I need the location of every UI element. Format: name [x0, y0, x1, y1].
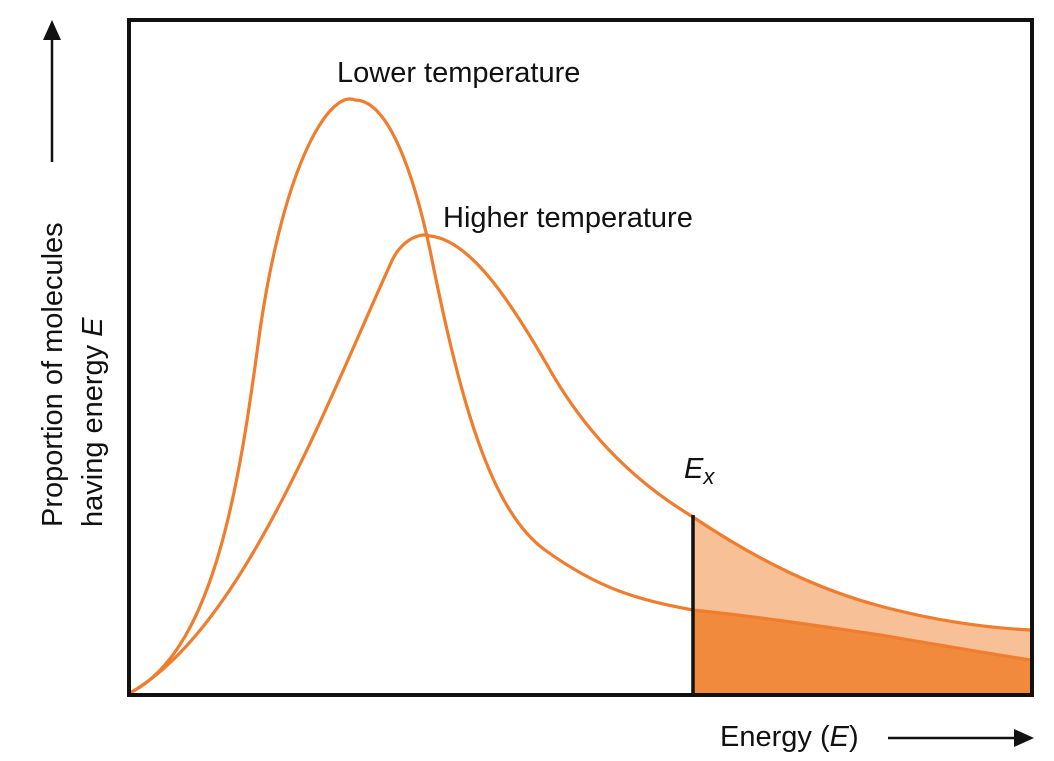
lower-temperature-curve [129, 97, 1032, 695]
threshold-subscript: x [702, 464, 715, 489]
x-axis-arrow-head [1014, 729, 1034, 747]
higher-temperature-label: Higher temperature [443, 202, 693, 234]
x-axis-label: Energy (E) [720, 721, 859, 753]
y-axis-label-line2: having energy E [77, 317, 109, 527]
x-axis-label-prefix: Energy ( [720, 721, 830, 753]
higher-temperature-curve [129, 233, 1032, 695]
y-axis-label-prefix: having energy [77, 337, 109, 527]
lower-temperature-tail-area [693, 610, 1031, 695]
plot-frame [127, 18, 1034, 697]
x-axis-label-suffix: ) [849, 721, 859, 753]
y-axis-arrow-head [43, 20, 61, 40]
threshold-symbol: E [684, 453, 704, 485]
lower-temperature-label: Lower temperature [337, 57, 580, 89]
y-axis-label-symbol: E [77, 317, 109, 337]
y-axis-label-line1: Proportion of molecules [37, 222, 69, 527]
y-axis-label: Proportion of molecules having energy E [37, 222, 109, 527]
x-axis-label-symbol: E [830, 721, 850, 753]
higher-temperature-tail-area [693, 517, 1031, 660]
threshold-label: Ex [684, 453, 715, 489]
